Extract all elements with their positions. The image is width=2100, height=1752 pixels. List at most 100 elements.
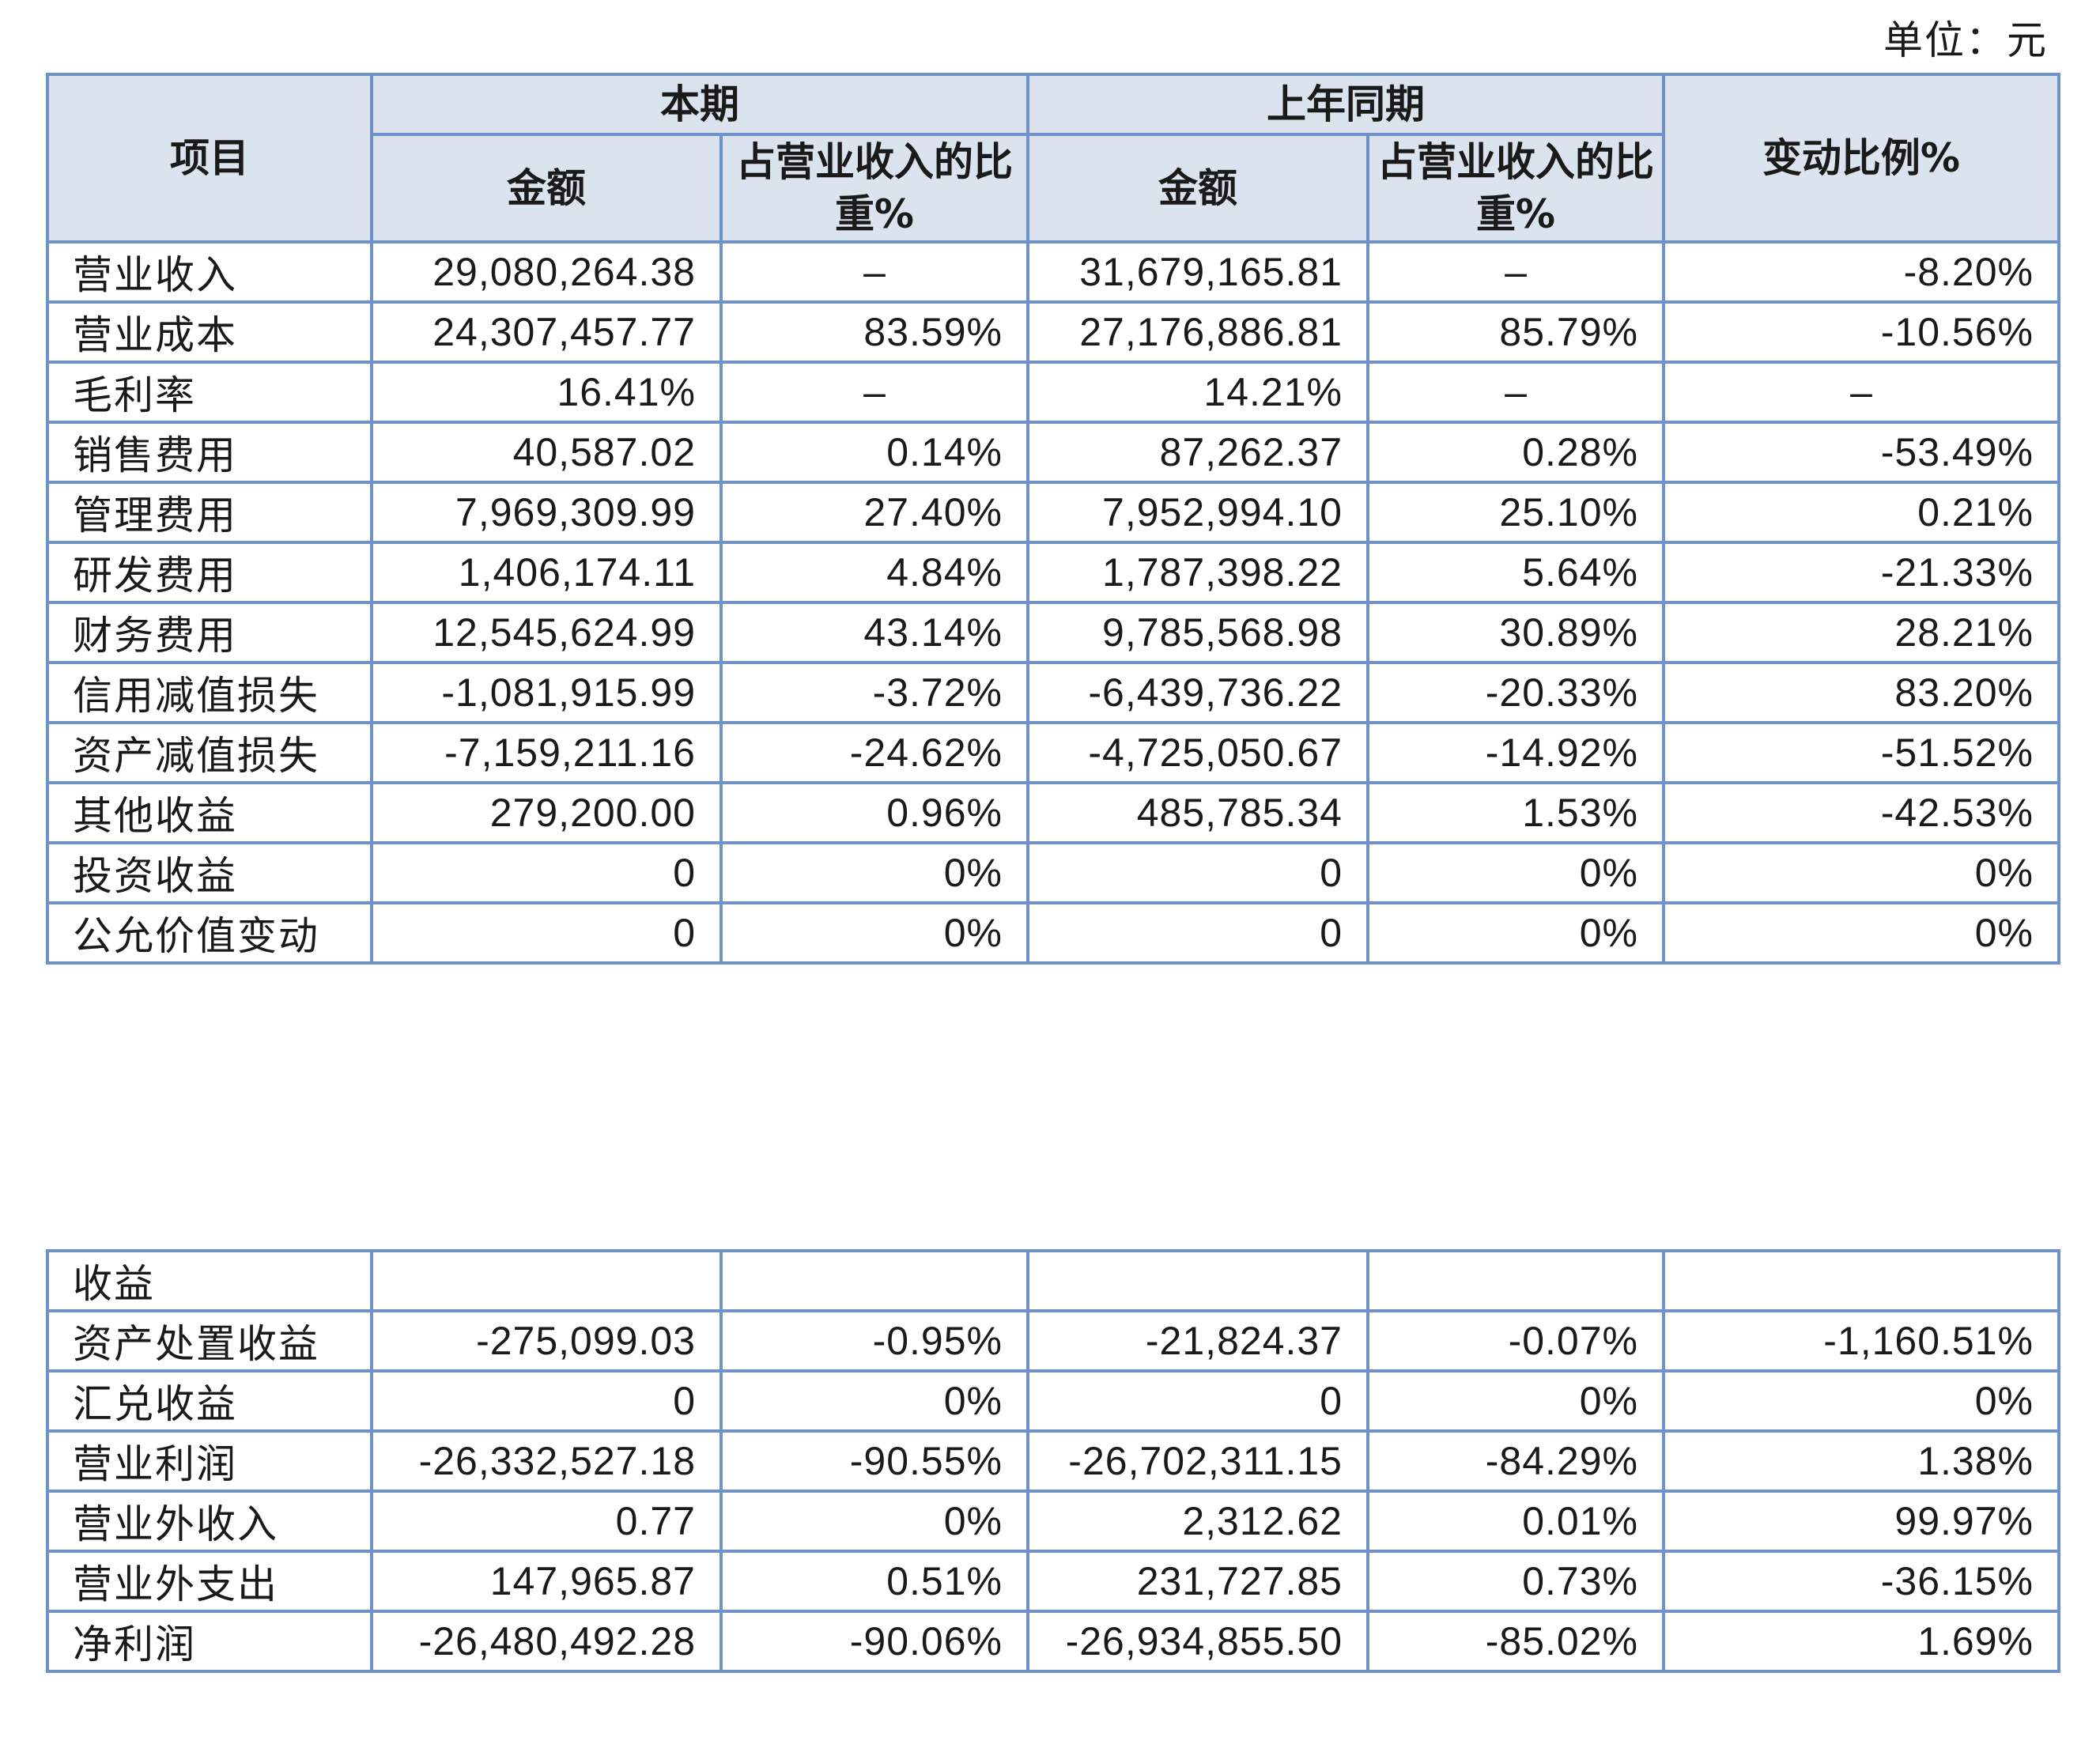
cell-prior-amount: 31,679,165.81 <box>1026 240 1369 304</box>
cell-current-share: -0.95% <box>720 1309 1029 1373</box>
cell-current-share: -90.55% <box>720 1429 1029 1493</box>
cell-current-amount: 279,200.00 <box>370 781 723 844</box>
cell-item: 汇兑收益 <box>46 1369 373 1433</box>
table-body: 营业收入 29,080,264.38–31,679,165.81– -8.20% 营业… <box>46 240 2060 965</box>
cell-item: 资产处置收益 <box>46 1309 373 1373</box>
cell-change-ratio: 28.21% <box>1662 601 2060 664</box>
cell-prior-amount: 485,785.34 <box>1026 781 1369 844</box>
cell-prior-share: 0% <box>1366 1369 1665 1433</box>
cell-prior-share <box>1366 1249 1665 1312</box>
cell-item: 资产减值损失 <box>46 721 373 784</box>
cell-current-amount: 1,406,174.11 <box>370 541 723 604</box>
header-current-share: 占营业收入的比重% <box>720 133 1029 244</box>
cell-prior-amount: -26,702,311.15 <box>1026 1429 1369 1493</box>
table-row: 销售费用 40,587.02 0.14% 87,262.37 0.28% -53.49% <box>46 421 2060 484</box>
cell-change-ratio: 99.97% <box>1662 1490 2060 1553</box>
table-row: 汇兑收益 0 0% 0 0% 0% <box>46 1369 2060 1433</box>
cell-change-ratio: 1.38% <box>1662 1429 2060 1493</box>
cell-item: 净利润 <box>46 1610 373 1673</box>
cell-current-amount: 12,545,624.99 <box>370 601 723 664</box>
table-row: 其他收益 279,200.00 0.96% 485,785.34 1.53% -42.53… <box>46 781 2060 844</box>
cell-change-ratio: -1,160.51% <box>1662 1309 2060 1373</box>
header-current-amount: 金额 <box>370 133 723 244</box>
cell-prior-amount: 0 <box>1026 841 1369 904</box>
cell-change-ratio: -51.52% <box>1662 721 2060 784</box>
table-row: 营业外支出 147,965.87 0.51% 231,727.85 0.73% -36.1… <box>46 1550 2060 1613</box>
header-prior-amount: 金额 <box>1026 133 1369 244</box>
cell-current-share: 0.14% <box>720 421 1029 484</box>
cell-prior-amount: 14.21% <box>1026 361 1369 424</box>
table-row: 营业成本 24,307,457.77 83.59% 27,176,886.81 85.7… <box>46 300 2060 364</box>
cell-item: 财务费用 <box>46 601 373 664</box>
cell-prior-share: -20.33% <box>1366 661 1665 724</box>
cell-current-amount: 147,965.87 <box>370 1550 723 1613</box>
cell-item: 营业成本 <box>46 300 373 364</box>
cell-current-amount: -7,159,211.16 <box>370 721 723 784</box>
cell-item: 营业收入 <box>46 240 373 304</box>
cell-prior-share: 0% <box>1366 901 1665 965</box>
cell-current-share: 4.84% <box>720 541 1029 604</box>
cell-current-amount: -26,480,492.28 <box>370 1610 723 1673</box>
header-prior-share: 占营业收入的比重% <box>1366 133 1665 244</box>
cell-change-ratio: -21.33% <box>1662 541 2060 604</box>
cell-prior-share: -0.07% <box>1366 1309 1665 1373</box>
cell-current-amount: -275,099.03 <box>370 1309 723 1373</box>
cell-item: 管理费用 <box>46 481 373 544</box>
table-row: 投资收益 0 0% 0 0% 0% <box>46 841 2060 904</box>
table-row: 营业外收入 0.77 0% 2,312.62 0.01% 99.97% <box>46 1490 2060 1553</box>
cell-change-ratio: 0.21% <box>1662 481 2060 544</box>
cell-current-share: – <box>720 240 1029 304</box>
cell-prior-amount: 9,785,568.98 <box>1026 601 1369 664</box>
cell-item: 投资收益 <box>46 841 373 904</box>
cell-item: 信用减值损失 <box>46 661 373 724</box>
cell-current-amount: 7,969,309.99 <box>370 481 723 544</box>
cell-current-share: -3.72% <box>720 661 1029 724</box>
cell-item: 销售费用 <box>46 421 373 484</box>
table-row: 营业收入 29,080,264.38–31,679,165.81– -8.20% <box>46 240 2060 304</box>
cell-item: 其他收益 <box>46 781 373 844</box>
cell-current-share: 27.40% <box>720 481 1029 544</box>
cell-prior-amount: 0 <box>1026 901 1369 965</box>
table-row: 资产减值损失 -7,159,211.16 -24.62% -4,725,050.67-… <box>46 721 2060 784</box>
cell-prior-share: -84.29% <box>1366 1429 1665 1493</box>
cell-current-share: -24.62% <box>720 721 1029 784</box>
cell-current-share: 83.59% <box>720 300 1029 364</box>
table-row: 公允价值变动 0 0% 0 0% 0% <box>46 901 2060 965</box>
table-row: 研发费用 1,406,174.11 4.84% 1,787,398.22 5.64% -2… <box>46 541 2060 604</box>
header-prior-period: 上年同期 <box>1026 73 1665 136</box>
cell-current-share: – <box>720 361 1029 424</box>
table-body-continued: 收益 资产处置收益 -275,099.03 -0.95% -21,824.37 -0.07… <box>46 1249 2060 1673</box>
table-row: 收益 <box>46 1249 2060 1312</box>
cell-item: 研发费用 <box>46 541 373 604</box>
cell-prior-amount: -26,934,855.50 <box>1026 1610 1369 1673</box>
cell-change-ratio: 83.20% <box>1662 661 2060 724</box>
table-row: 资产处置收益 -275,099.03 -0.95% -21,824.37 -0.07% -… <box>46 1309 2060 1373</box>
cell-prior-amount <box>1026 1249 1369 1312</box>
cell-prior-amount: 27,176,886.81 <box>1026 300 1369 364</box>
cell-current-amount: 0 <box>370 901 723 965</box>
cell-prior-share: -14.92% <box>1366 721 1665 784</box>
cell-current-amount: 16.41% <box>370 361 723 424</box>
cell-current-amount: 0.77 <box>370 1490 723 1553</box>
cell-change-ratio: -10.56% <box>1662 300 2060 364</box>
cell-current-amount <box>370 1249 723 1312</box>
income-statement-table: 项目 本期 上年同期 变动比例% 金额 占营业收入的比重% 金额 占营业收入的比… <box>46 73 2060 965</box>
cell-prior-share: 0.28% <box>1366 421 1665 484</box>
header-change-ratio: 变动比例% <box>1662 73 2060 244</box>
cell-prior-share: 85.79% <box>1366 300 1665 364</box>
cell-change-ratio: 0% <box>1662 1369 2060 1433</box>
cell-current-amount: 29,080,264.38 <box>370 240 723 304</box>
cell-change-ratio: -53.49% <box>1662 421 2060 484</box>
cell-prior-share: – <box>1366 361 1665 424</box>
cell-prior-amount: 0 <box>1026 1369 1369 1433</box>
cell-prior-share: – <box>1366 240 1665 304</box>
cell-current-share: -90.06% <box>720 1610 1029 1673</box>
cell-current-share: 43.14% <box>720 601 1029 664</box>
cell-change-ratio: 0% <box>1662 841 2060 904</box>
cell-prior-share: 0.73% <box>1366 1550 1665 1613</box>
cell-item: 营业外收入 <box>46 1490 373 1553</box>
cell-prior-share: 0.01% <box>1366 1490 1665 1553</box>
cell-prior-amount: -6,439,736.22 <box>1026 661 1369 724</box>
cell-prior-amount: 231,727.85 <box>1026 1550 1369 1613</box>
cell-current-amount: 0 <box>370 1369 723 1433</box>
